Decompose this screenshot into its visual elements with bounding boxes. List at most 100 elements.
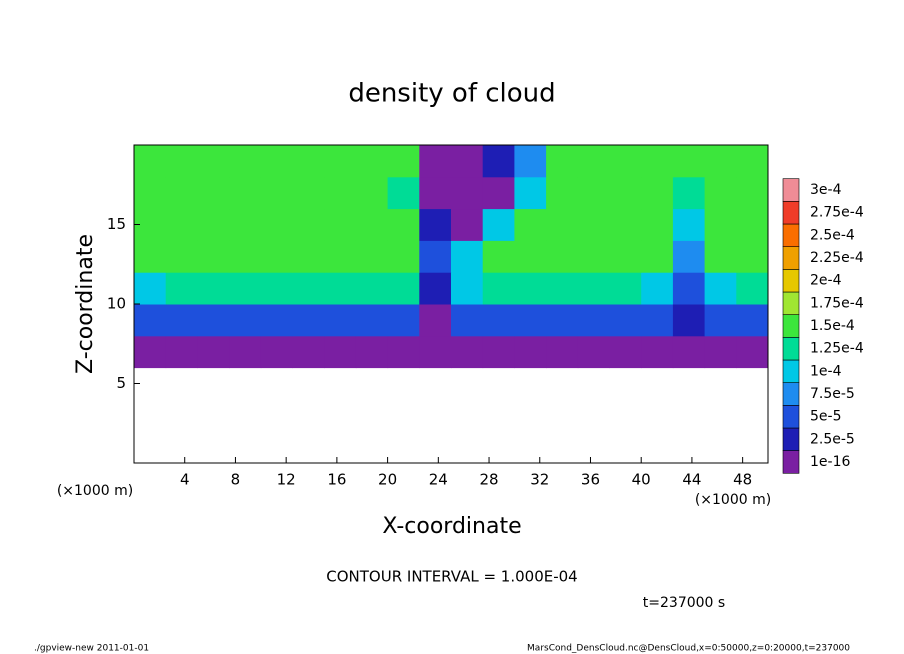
cell	[165, 272, 198, 305]
cell	[387, 240, 420, 273]
colorbar-box	[782, 337, 800, 361]
x-axis-label: X-coordinate	[382, 514, 521, 539]
colorbar-box	[782, 450, 800, 474]
cell	[355, 240, 389, 273]
cell	[641, 304, 674, 337]
cell	[197, 335, 230, 369]
cell	[609, 208, 642, 241]
cell	[419, 145, 452, 178]
cell	[260, 335, 293, 369]
x-tick-label: 4	[180, 471, 190, 489]
cell	[482, 176, 515, 210]
cell	[514, 304, 547, 337]
cell	[197, 145, 230, 178]
cell	[641, 208, 674, 241]
x-tick-label: 20	[378, 471, 397, 489]
y-tick-label: 5	[116, 374, 126, 392]
y-tick-label: 10	[107, 295, 126, 313]
cell	[165, 176, 198, 210]
cell	[609, 145, 642, 178]
x-tick-label: 28	[479, 471, 498, 489]
cell	[324, 208, 357, 241]
colorbar-box	[782, 405, 800, 429]
cell	[387, 145, 420, 178]
cell	[134, 176, 167, 210]
cell	[387, 208, 420, 241]
cell	[577, 272, 610, 305]
cell	[672, 208, 706, 241]
colorbar-label: 2.75e-4	[810, 205, 864, 221]
cell	[672, 176, 706, 210]
colorbar-label: 1e-4	[810, 363, 842, 379]
cell	[451, 208, 484, 241]
cell	[260, 272, 293, 305]
chart-title: density of cloud	[348, 79, 555, 109]
cell	[260, 176, 293, 210]
cell	[672, 335, 706, 369]
cell	[672, 304, 706, 337]
cell	[355, 304, 389, 337]
cell	[165, 145, 198, 178]
cell	[355, 335, 389, 369]
cell	[260, 240, 293, 273]
cell	[736, 272, 769, 305]
cell	[419, 176, 452, 210]
cell	[387, 176, 420, 210]
cell	[546, 208, 579, 241]
cell	[514, 145, 547, 178]
cell	[451, 304, 484, 337]
x-tick-label: 32	[530, 471, 549, 489]
cell	[165, 335, 198, 369]
cell	[672, 272, 706, 305]
footer-right: MarsCond_DensCloud.nc@DensCloud,x=0:5000…	[527, 644, 850, 654]
cell	[514, 335, 547, 369]
cell	[387, 304, 420, 337]
cell	[324, 176, 357, 210]
cell	[324, 240, 357, 273]
x-tick-label: 16	[327, 471, 346, 489]
cell	[672, 145, 706, 178]
cell	[609, 176, 642, 210]
x-unit-label: (×1000 m)	[695, 492, 771, 508]
cell	[514, 272, 547, 305]
colorbar-box	[782, 178, 800, 202]
cell	[482, 145, 515, 178]
colorbar-label: 5e-5	[810, 409, 841, 425]
cell	[704, 304, 737, 337]
cell	[514, 208, 547, 241]
cell	[641, 240, 674, 273]
cell	[229, 272, 262, 305]
x-tick-label: 40	[632, 471, 651, 489]
x-tick-label: 44	[682, 471, 701, 489]
time-label: t=237000 s	[643, 595, 725, 611]
colorbar-label: 7.5e-5	[810, 386, 855, 402]
cell	[546, 176, 579, 210]
cell	[577, 240, 610, 273]
cell	[355, 176, 389, 210]
colorbar-label: 2e-4	[810, 273, 842, 289]
cell	[451, 145, 484, 178]
cell	[641, 335, 674, 369]
cell	[641, 272, 674, 305]
cell	[197, 304, 230, 337]
cell	[482, 240, 515, 273]
cell	[482, 208, 515, 241]
colorbar-label: 1e-16	[810, 454, 850, 470]
cell	[197, 240, 230, 273]
cell	[134, 145, 167, 178]
cell	[260, 145, 293, 178]
cell	[451, 240, 484, 273]
colorbar-label: 1.5e-4	[810, 318, 855, 334]
cell	[197, 208, 230, 241]
cell	[546, 145, 579, 178]
cell	[482, 272, 515, 305]
cell	[229, 304, 262, 337]
cell	[419, 240, 452, 273]
cell	[229, 240, 262, 273]
cell	[609, 335, 642, 369]
cell	[609, 304, 642, 337]
cell	[736, 145, 769, 178]
cell	[355, 145, 389, 178]
cell	[577, 208, 610, 241]
